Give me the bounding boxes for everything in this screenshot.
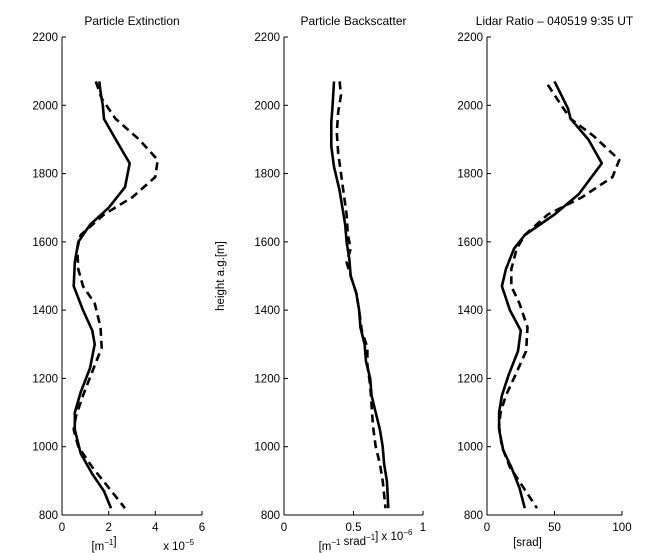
chart-title: Particle Backscatter: [300, 14, 406, 28]
y-tick-label: 1000: [457, 442, 483, 454]
y-tick-label: 2000: [32, 100, 58, 112]
y-tick-label: 1600: [254, 237, 280, 249]
y-tick-label: 1600: [32, 237, 58, 249]
y-tick-label: 1400: [457, 305, 483, 317]
y-tick-label: 2200: [457, 32, 483, 44]
x-axis-label: [m−1]: [91, 536, 116, 553]
y-tick-label: 2200: [32, 32, 58, 44]
dashed-series-line: [335, 81, 387, 509]
y-tick-label: 2000: [457, 100, 483, 112]
x-tick-label: 50: [548, 522, 561, 534]
y-tick-label: 1800: [32, 169, 58, 181]
y-tick-label: 1600: [457, 237, 483, 249]
y-tick-label: 800: [464, 510, 483, 522]
dashed-series-line: [72, 80, 159, 510]
x-tick-label: 0: [59, 522, 65, 534]
x-tick-label: 0.5: [346, 522, 362, 534]
y-axis-label: height a.g.[m]: [215, 241, 227, 311]
y-tick-label: 1000: [32, 442, 58, 454]
chart-title: Particle Extinction: [84, 14, 179, 28]
x-tick-label: 0: [484, 522, 490, 534]
x-tick-label: 2: [105, 522, 111, 534]
solid-series-line: [72, 81, 131, 509]
dashed-series-line: [497, 84, 621, 509]
panel-particle-backscatter: Particle Backscatter 800 1000 1200 1400 1600 1…: [254, 14, 426, 553]
y-tick-label: 1000: [254, 442, 280, 454]
x-tick-label: 0: [281, 522, 287, 534]
x-axis-label: [srad]: [513, 537, 542, 549]
chart-title: Lidar Ratio – 040519 9:35 UT: [476, 14, 634, 28]
y-tick-label: 1400: [254, 305, 280, 317]
x-axis-label: [m−1 srad−1] x 10−6: [319, 528, 413, 553]
y-tick-label: 800: [261, 510, 280, 522]
x-tick-label: 100: [612, 522, 631, 534]
y-tick-label: 1200: [32, 373, 58, 385]
x-scale-note: x 10−5: [163, 538, 194, 553]
x-tick-label: 1: [420, 522, 426, 534]
panel-lidar-ratio: Lidar Ratio – 040519 9:35 UT800100012001…: [457, 14, 633, 549]
y-tick-label: 800: [39, 510, 58, 522]
solid-series-line: [497, 80, 604, 509]
y-tick-label: 1200: [457, 373, 483, 385]
x-tick-label: 4: [152, 522, 159, 534]
y-tick-label: 1200: [254, 373, 280, 385]
y-tick-label: 1800: [254, 169, 280, 181]
y-tick-label: 2200: [254, 32, 280, 44]
solid-series-line: [330, 81, 390, 509]
y-tick-label: 2000: [254, 100, 280, 112]
panel-particle-extinction: Particle Extinction 800 1000 1200 1400 1600 18…: [32, 14, 205, 553]
y-tick-label: 1800: [457, 169, 483, 181]
y-tick-label: 1400: [32, 305, 58, 317]
x-tick-label: 6: [199, 522, 205, 534]
